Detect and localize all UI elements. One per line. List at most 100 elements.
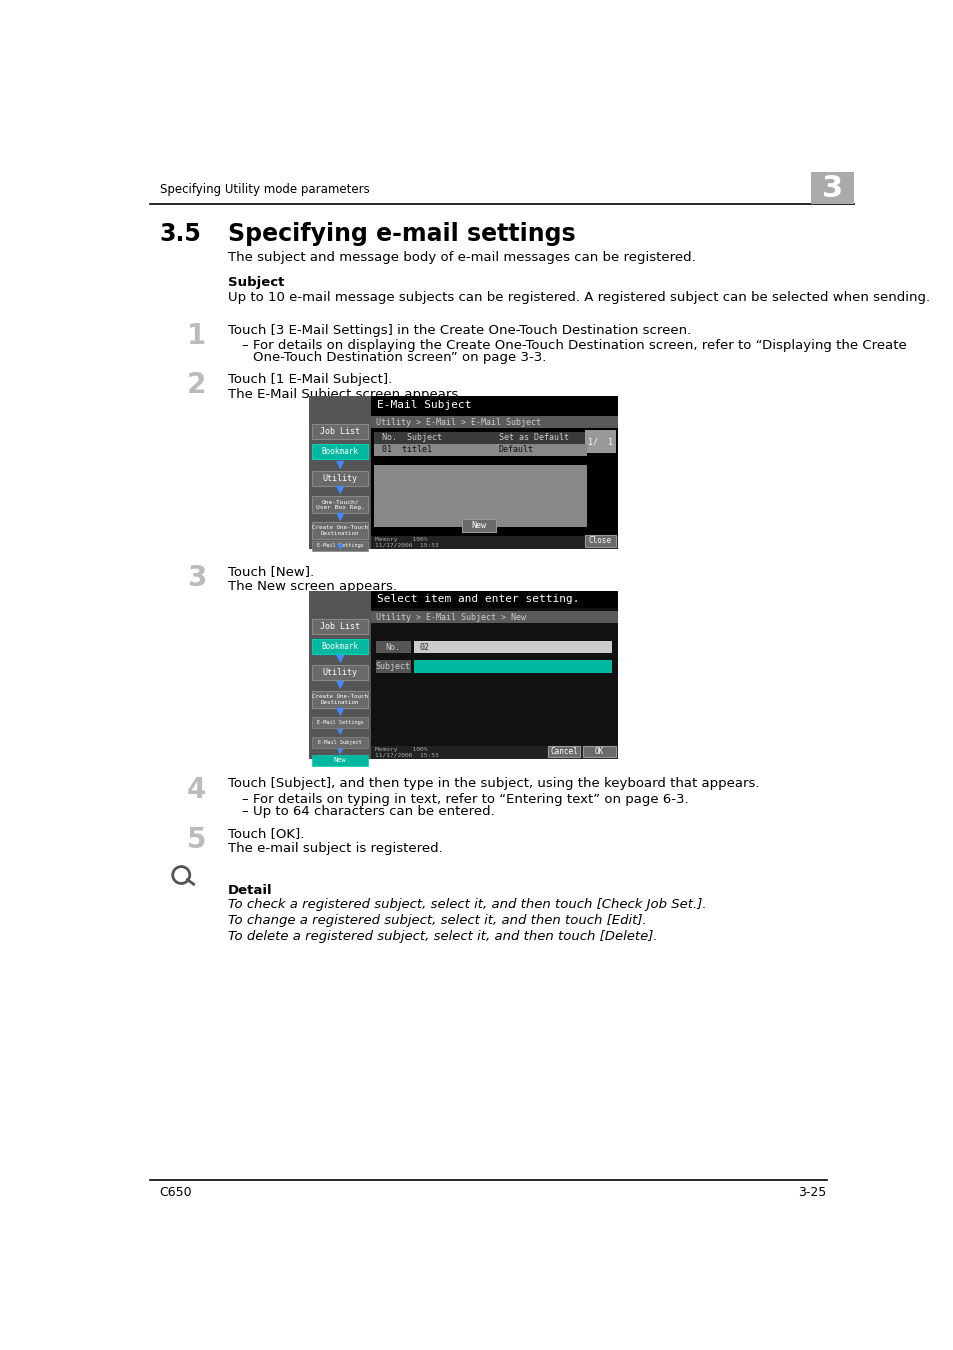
Bar [309, 591, 617, 608]
Bar [584, 536, 616, 547]
Bar [312, 444, 368, 459]
Bar [309, 591, 371, 759]
Text: –: – [241, 339, 248, 352]
Text: One-Touch/
User Box Reg.: One-Touch/ User Box Reg. [315, 500, 364, 510]
Text: The E-Mail Subject screen appears.: The E-Mail Subject screen appears. [228, 387, 461, 401]
Text: 3: 3 [187, 564, 206, 591]
Text: 4: 4 [187, 776, 206, 803]
Text: OK: OK [595, 747, 604, 756]
Text: 02: 02 [418, 643, 429, 652]
Bar [371, 747, 617, 759]
Text: ▼: ▼ [335, 459, 344, 470]
Text: Create One-Touch
Destination: Create One-Touch Destination [312, 694, 368, 705]
Text: ▼: ▼ [336, 747, 343, 756]
Text: Subject: Subject [228, 275, 284, 289]
Bar [414, 641, 612, 653]
Text: The e-mail subject is registered.: The e-mail subject is registered. [228, 842, 442, 855]
Text: Subject: Subject [375, 662, 410, 671]
Text: Bookmark: Bookmark [321, 447, 358, 456]
Text: E-Mail Subject: E-Mail Subject [377, 400, 472, 409]
Text: Touch [Subject], and then type in the subject, using the keyboard that appears.: Touch [Subject], and then type in the su… [228, 778, 759, 790]
Text: Cancel: Cancel [550, 747, 578, 756]
Bar [371, 413, 617, 548]
Text: Touch [3 E-Mail Settings] in the Create One-Touch Destination screen.: Touch [3 E-Mail Settings] in the Create … [228, 324, 690, 336]
Bar [309, 396, 617, 413]
Text: E-Mail Subject: E-Mail Subject [318, 740, 361, 745]
Text: 3: 3 [821, 174, 841, 202]
Text: No.: No. [385, 643, 400, 652]
Text: ▼: ▼ [335, 680, 344, 690]
Text: One-Touch Destination screen” on page 3-3.: One-Touch Destination screen” on page 3-… [253, 351, 545, 364]
Text: 11/17/2006  15:53: 11/17/2006 15:53 [375, 543, 438, 547]
Text: Job List: Job List [320, 622, 359, 630]
Bar [371, 536, 617, 548]
Text: Utility: Utility [322, 474, 357, 483]
Text: Bookmark: Bookmark [321, 641, 358, 651]
Text: New: New [334, 757, 346, 763]
Text: 11/17/2006  15:53: 11/17/2006 15:53 [375, 752, 438, 757]
Bar [375, 641, 410, 653]
Text: 1: 1 [187, 323, 206, 350]
Text: C650: C650 [159, 1185, 192, 1199]
Bar [309, 591, 617, 759]
Text: Up to 64 characters can be entered.: Up to 64 characters can be entered. [253, 805, 494, 818]
Text: Detail: Detail [228, 884, 273, 898]
Bar [547, 747, 579, 757]
Bar [414, 660, 612, 672]
Text: To delete a registered subject, select it, and then touch [Delete].: To delete a registered subject, select i… [228, 930, 657, 944]
Text: 5: 5 [187, 826, 206, 853]
Bar [312, 737, 368, 748]
Bar [375, 660, 410, 672]
Bar [312, 618, 368, 634]
Bar [312, 424, 368, 439]
Bar [374, 444, 586, 456]
Text: Specifying e-mail settings: Specifying e-mail settings [228, 221, 575, 246]
Text: ▼: ▼ [335, 512, 344, 522]
Text: The New screen appears.: The New screen appears. [228, 580, 396, 593]
Bar [312, 691, 368, 707]
Bar [312, 664, 368, 680]
Text: For details on typing in text, refer to “Entering text” on page 6-3.: For details on typing in text, refer to … [253, 792, 687, 806]
Text: Specifying Utility mode parameters: Specifying Utility mode parameters [159, 184, 369, 196]
Bar [312, 497, 368, 513]
Bar [371, 416, 617, 428]
Text: Select item and enter setting.: Select item and enter setting. [377, 594, 579, 605]
Bar [312, 639, 368, 653]
Text: Memory    100%: Memory 100% [375, 537, 427, 541]
Text: ▼: ▼ [336, 728, 343, 736]
Text: Utility > E-Mail > E-Mail Subject: Utility > E-Mail > E-Mail Subject [375, 417, 540, 427]
Bar [371, 612, 617, 624]
Bar [312, 541, 368, 551]
Text: To change a registered subject, select it, and then touch [Edit].: To change a registered subject, select i… [228, 914, 646, 927]
Bar [374, 466, 586, 526]
Text: ▼: ▼ [335, 485, 344, 495]
Bar [371, 608, 617, 759]
Text: To check a registered subject, select it, and then touch [Check Job Set.].: To check a registered subject, select it… [228, 898, 705, 911]
Text: Default: Default [498, 446, 534, 455]
Text: Touch [New].: Touch [New]. [228, 566, 314, 579]
Bar [312, 717, 368, 728]
Bar [461, 520, 496, 532]
Text: ▼: ▼ [335, 707, 344, 717]
Text: Touch [1 E-Mail Subject].: Touch [1 E-Mail Subject]. [228, 373, 392, 386]
Bar [312, 522, 368, 539]
Text: Touch [OK].: Touch [OK]. [228, 828, 304, 840]
Text: Utility: Utility [322, 668, 357, 676]
Text: Set as Default: Set as Default [498, 433, 568, 443]
Bar [810, 171, 853, 204]
Text: –: – [241, 805, 248, 818]
Text: Memory    100%: Memory 100% [375, 747, 427, 752]
Text: Up to 10 e-mail message subjects can be registered. A registered subject can be : Up to 10 e-mail message subjects can be … [228, 290, 929, 304]
Text: E-Mail Settings: E-Mail Settings [316, 720, 363, 725]
Text: –: – [241, 792, 248, 806]
Bar [374, 432, 586, 444]
Text: No.  Subject: No. Subject [381, 433, 441, 443]
Bar [309, 396, 371, 548]
Bar [584, 429, 616, 454]
Text: Close: Close [588, 536, 612, 545]
Bar [583, 747, 616, 757]
Text: 3-25: 3-25 [798, 1185, 826, 1199]
Text: ▼: ▼ [336, 543, 343, 552]
Bar [309, 396, 617, 548]
Text: 1/  1: 1/ 1 [587, 437, 613, 446]
